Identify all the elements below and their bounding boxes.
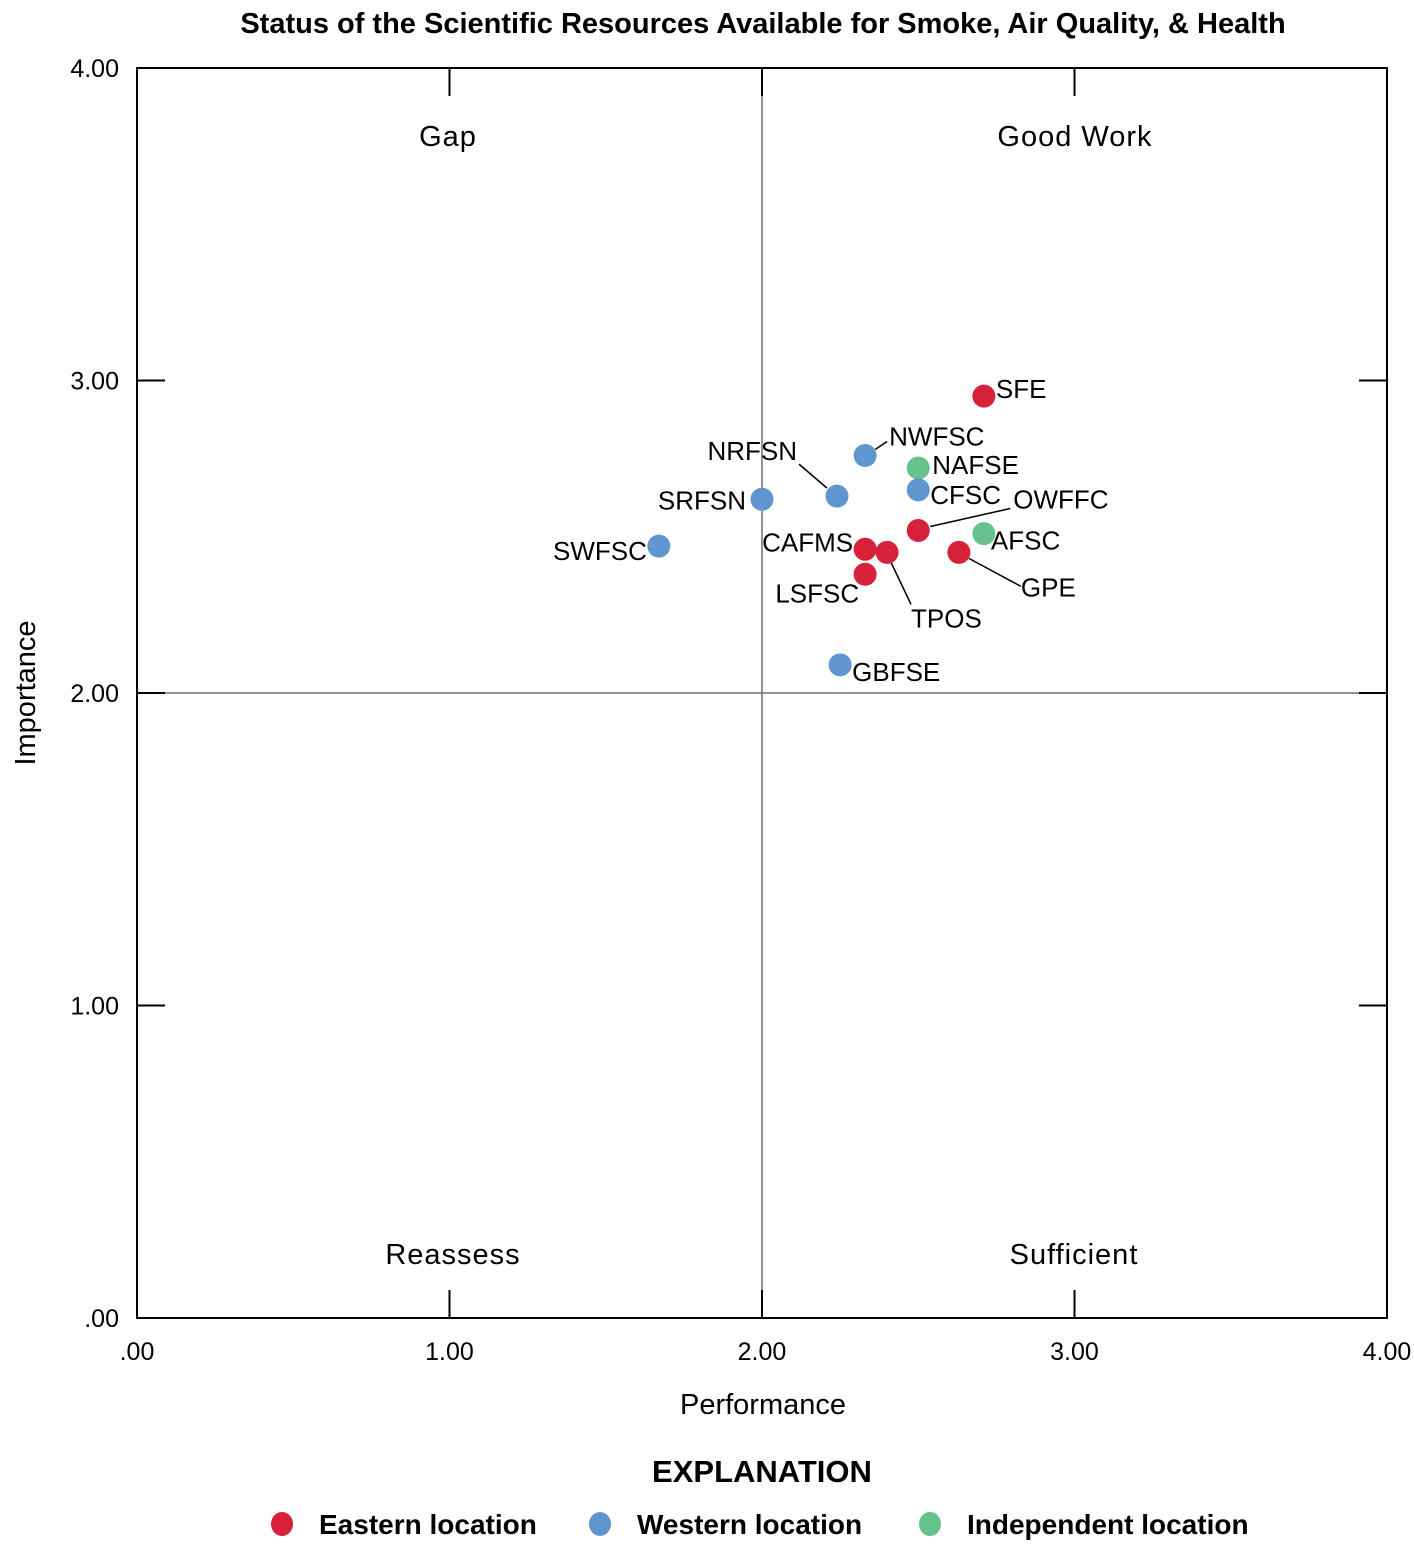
leader-line-nrfsn: [798, 463, 828, 489]
legend-entry-western: Western location: [589, 1509, 862, 1540]
x-tick-label: 1.00: [425, 1338, 474, 1366]
legend-label-independent: Independent location: [967, 1509, 1249, 1540]
y-tick-label: 2.00: [70, 680, 119, 708]
data-label-nafse: NAFSE: [932, 450, 1019, 480]
y-tick-label: .00: [84, 1305, 119, 1333]
data-point-owffc: [906, 519, 930, 542]
quadrant-label-good-work: Good Work: [997, 121, 1152, 153]
leader-line-gpe: [968, 557, 1022, 588]
y-axis-tick-labels: .00 1.00 2.00 3.00 4.00: [70, 55, 119, 1333]
reference-lines: [137, 68, 1387, 1318]
data-point-srfsn: [750, 487, 774, 511]
y-tick-label: 1.00: [70, 993, 119, 1021]
data-label-sfe: SFE: [996, 374, 1047, 404]
leader-line-tpos: [890, 562, 912, 605]
axis-ticks: [137, 68, 1387, 1318]
leader-line-nwfsc: [874, 440, 888, 451]
legend-title: EXPLANATION: [652, 1454, 872, 1489]
y-tick-label: 4.00: [70, 55, 119, 83]
data-point-cfsc: [906, 478, 930, 502]
legend-label-western: Western location: [637, 1509, 862, 1540]
label-leader-lines: [798, 440, 1022, 605]
data-point-lsfsc: [853, 562, 877, 586]
data-label-owffc: OWFFC: [1013, 485, 1108, 515]
data-point-nafse: [906, 456, 930, 480]
quadrant-label-reassess: Reassess: [385, 1239, 520, 1271]
quadrant-label-sufficient: Sufficient: [1010, 1239, 1139, 1271]
data-point-gpe: [947, 540, 971, 564]
data-point-gbfse: [828, 653, 852, 677]
data-label-gbfse: GBFSE: [852, 657, 940, 687]
x-tick-label: 2.00: [738, 1338, 787, 1366]
legend-marker-western: [589, 1512, 611, 1536]
data-point-nrfsn: [825, 484, 849, 508]
data-label-nwfsc: NWFSC: [889, 422, 984, 452]
data-point-afsc: [972, 522, 996, 546]
leader-line-owffc: [930, 507, 1011, 528]
legend-marker-independent: [919, 1512, 941, 1536]
data-label-nrfsn: NRFSN: [707, 436, 797, 466]
x-axis-tick-labels: .00 1.00 2.00 3.00 4.00: [120, 1338, 1412, 1366]
data-label-tpos: TPOS: [911, 603, 982, 633]
x-axis-label: Performance: [680, 1389, 846, 1421]
data-point-cafms: [853, 537, 877, 561]
y-tick-label: 3.00: [70, 368, 119, 396]
data-label-lsfsc: LSFSC: [775, 578, 859, 608]
data-point-tpos: [875, 540, 899, 564]
data-label-swfsc: SWFSC: [553, 536, 647, 566]
y-axis-label: Importance: [10, 620, 42, 765]
data-label-srfsn: SRFSN: [658, 485, 746, 515]
data-label-afsc: AFSC: [991, 526, 1060, 556]
legend-entry-independent: Independent location: [919, 1509, 1249, 1540]
legend-marker-eastern: [271, 1512, 293, 1536]
legend-label-eastern: Eastern location: [319, 1509, 537, 1540]
x-tick-label: 3.00: [1050, 1338, 1099, 1366]
quadrant-label-gap: Gap: [419, 121, 477, 153]
x-tick-label: 4.00: [1363, 1338, 1412, 1366]
data-point-nwfsc: [853, 444, 877, 467]
legend-entries: Eastern location Western location Independ…: [271, 1509, 1249, 1540]
chart-title: Status of the Scientific Resources Avail…: [240, 8, 1285, 40]
legend-entry-eastern: Eastern location: [271, 1509, 537, 1540]
data-point-swfsc: [647, 534, 671, 558]
x-tick-label: .00: [120, 1338, 155, 1366]
data-point-sfe: [972, 384, 996, 408]
data-label-cafms: CAFMS: [762, 527, 853, 557]
legend: EXPLANATION Eastern location Western loca…: [271, 1454, 1249, 1540]
data-label-cfsc: CFSC: [930, 480, 1001, 510]
data-points: [647, 384, 996, 677]
data-label-gpe: GPE: [1021, 572, 1076, 602]
